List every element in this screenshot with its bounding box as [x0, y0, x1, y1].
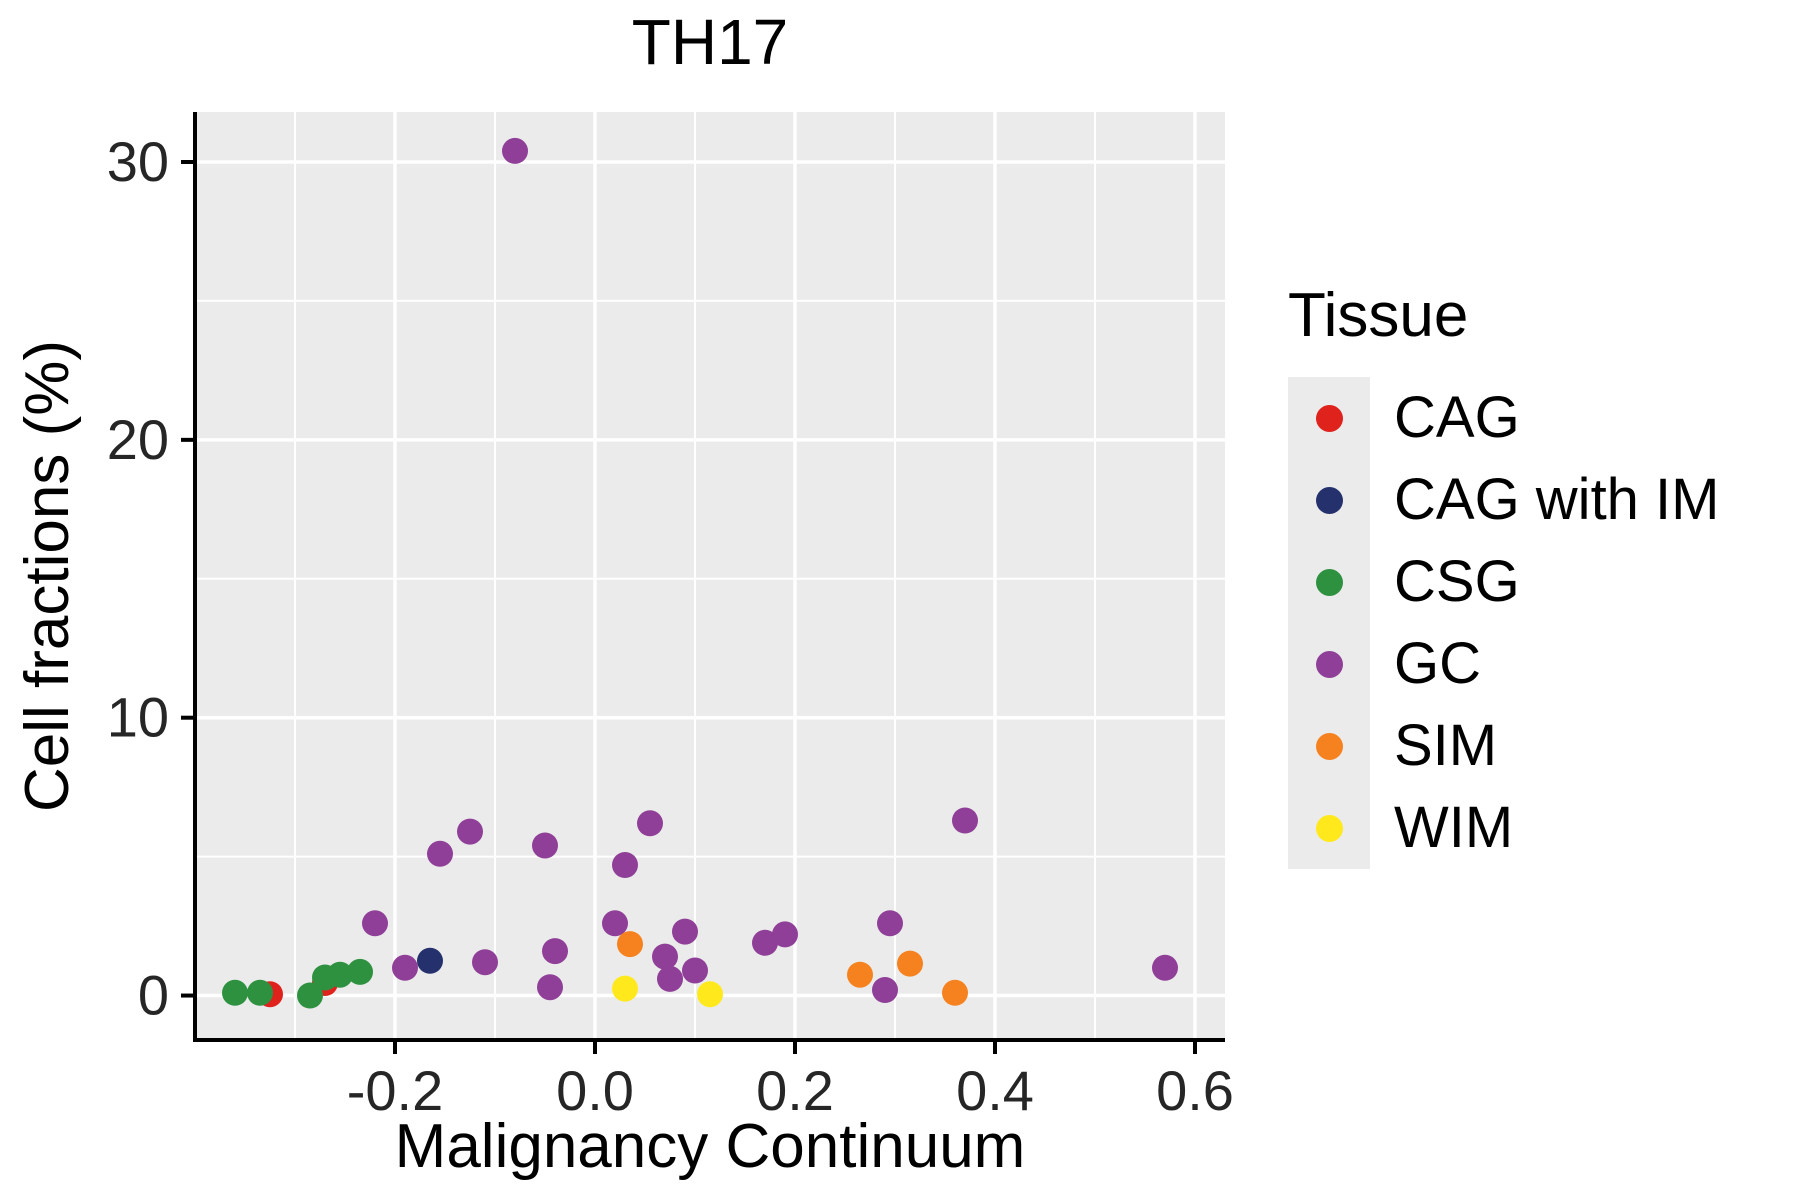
legend-entry-cag-with-im: CAG with IM — [1288, 459, 1720, 541]
legend-title: Tissue — [1288, 281, 1469, 350]
legend-label-cag-with-im: CAG with IM — [1394, 467, 1720, 532]
legend-dot-cag-with-im — [1315, 486, 1343, 514]
data-point-gc — [362, 910, 388, 937]
data-point-gc — [532, 832, 558, 859]
legend-keys: CAG CAG with IM CSG GC SIM WIM — [1288, 377, 1720, 869]
data-point-sim — [942, 979, 968, 1006]
data-point-gc — [657, 965, 683, 992]
legend-key — [1288, 541, 1370, 623]
data-point-gc — [752, 929, 778, 956]
data-point-csg — [222, 979, 248, 1006]
legend-entry-csg: CSG — [1288, 541, 1720, 623]
data-point-gc — [1152, 954, 1178, 981]
data-point-gc — [537, 974, 563, 1001]
data-point-gc — [502, 137, 528, 164]
data-point-csg — [247, 979, 273, 1006]
x-tick-label: 0.6 — [1156, 1059, 1234, 1122]
x-axis-label: Malignancy Continuum — [394, 1112, 1026, 1181]
legend-dot-sim — [1315, 732, 1343, 760]
data-point-gc — [602, 910, 628, 937]
data-point-gc — [637, 810, 663, 837]
y-tick-label: 20 — [107, 408, 169, 471]
x-tick-label: -0.2 — [347, 1059, 444, 1122]
legend-label-sim: SIM — [1394, 713, 1498, 778]
data-point-gc — [612, 852, 638, 878]
legend-key — [1288, 377, 1370, 459]
data-point-gc — [672, 918, 698, 945]
data-point-sim — [897, 950, 923, 977]
data-point-gc — [772, 921, 798, 948]
x-tick-label: 0.4 — [956, 1059, 1034, 1122]
chart-title: TH17 — [631, 6, 789, 78]
data-point-gc — [682, 957, 708, 984]
data-point-csg — [327, 961, 353, 988]
data-point-gc — [872, 977, 898, 1003]
data-point-sim — [847, 961, 873, 988]
data-point-gc — [427, 840, 453, 867]
legend-key — [1288, 705, 1370, 787]
data-point-gc — [392, 954, 418, 981]
legend-entry-wim: WIM — [1288, 787, 1720, 869]
legend-label-wim: WIM — [1394, 795, 1514, 860]
data-point-gc — [542, 938, 568, 965]
x-tick-label: 0.0 — [556, 1059, 634, 1122]
legend-label-cag: CAG — [1394, 385, 1520, 450]
legend-dot-cag — [1315, 404, 1343, 432]
legend-key — [1288, 623, 1370, 705]
legend-entry-sim: SIM — [1288, 705, 1720, 787]
legend-entry-gc: GC — [1288, 623, 1720, 705]
data-point-wim — [697, 981, 723, 1008]
legend-dot-csg — [1315, 568, 1343, 596]
data-point-cag-with-im — [417, 947, 443, 974]
legend-label-gc: GC — [1394, 631, 1481, 696]
legend-dot-wim — [1315, 814, 1343, 842]
legend-label-csg: CSG — [1394, 549, 1520, 614]
x-tick-label: 0.2 — [756, 1059, 834, 1122]
data-point-gc — [952, 807, 978, 834]
data-point-sim — [617, 931, 643, 958]
legend-key — [1288, 787, 1370, 869]
data-point-gc — [877, 910, 903, 937]
legend-key — [1288, 459, 1370, 541]
data-point-csg — [347, 958, 373, 985]
data-point-wim — [612, 975, 638, 1002]
legend-dot-gc — [1315, 650, 1343, 678]
y-axis-label: Cell fractions (%) — [13, 340, 82, 812]
legend-entry-cag: CAG — [1288, 377, 1720, 459]
y-tick-label: 10 — [107, 686, 169, 749]
y-tick-label: 30 — [107, 130, 169, 193]
data-point-gc — [457, 818, 483, 845]
data-point-gc — [472, 949, 498, 976]
panel-background — [195, 112, 1225, 1040]
legend: Tissue CAG CAG with IM CSG GC SIM — [1288, 285, 1720, 869]
data-point-gc — [652, 943, 678, 970]
y-tick-label: 0 — [138, 964, 169, 1027]
data-point-csg — [297, 982, 323, 1009]
